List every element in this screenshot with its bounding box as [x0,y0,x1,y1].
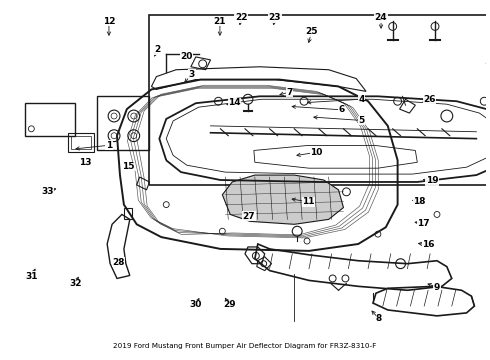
Text: 11: 11 [302,198,315,207]
Text: 28: 28 [112,258,125,267]
Text: 26: 26 [423,95,436,104]
Text: 17: 17 [417,219,430,228]
Text: 8: 8 [376,314,382,323]
Text: 18: 18 [414,198,426,207]
Text: 30: 30 [190,300,202,309]
Text: 19: 19 [426,176,439,185]
Text: 9: 9 [434,283,440,292]
Text: 13: 13 [78,158,91,167]
Text: 4: 4 [359,95,365,104]
Text: 21: 21 [214,17,226,26]
Text: 23: 23 [269,13,281,22]
Text: 7: 7 [286,87,293,96]
Text: 1: 1 [106,141,112,150]
Polygon shape [222,175,343,224]
Text: 10: 10 [310,148,322,157]
Text: 33: 33 [41,187,53,196]
Text: 16: 16 [422,240,435,249]
Text: 27: 27 [243,212,255,221]
Text: 12: 12 [103,17,115,26]
Text: 31: 31 [25,272,38,281]
Text: 24: 24 [375,13,388,22]
Text: 25: 25 [305,27,318,36]
Text: 22: 22 [235,13,247,22]
Text: 3: 3 [189,70,195,79]
Text: 20: 20 [180,52,193,61]
Text: 6: 6 [339,105,344,114]
Text: 32: 32 [69,279,81,288]
Text: 14: 14 [228,98,241,107]
Text: 5: 5 [359,116,365,125]
Text: 29: 29 [223,300,236,309]
Text: 15: 15 [122,162,134,171]
Text: 2019 Ford Mustang Front Bumper Air Deflector Diagram for FR3Z-8310-F: 2019 Ford Mustang Front Bumper Air Defle… [113,343,377,349]
Text: 2: 2 [154,45,160,54]
